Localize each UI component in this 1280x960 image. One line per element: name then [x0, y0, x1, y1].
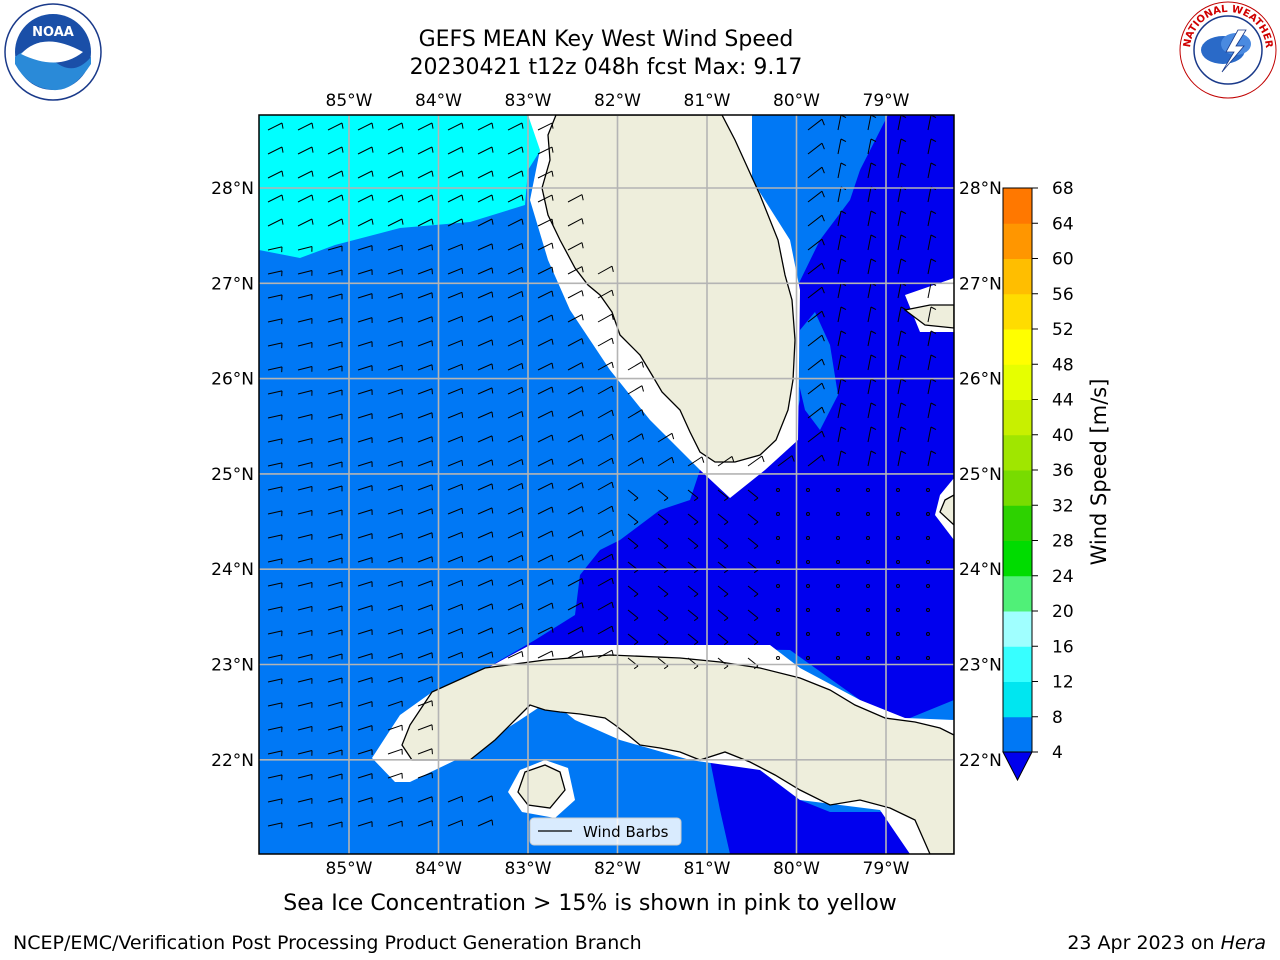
colorbar-segment: [1003, 364, 1032, 400]
isla-juventud-land: [517, 764, 566, 809]
lat-label-right: 22°N: [959, 751, 1002, 771]
lat-label-left: 24°N: [211, 560, 254, 580]
footer-date: 23 Apr 2023 on Hera: [1067, 932, 1266, 954]
map-legend: Wind Barbs: [529, 817, 682, 846]
colorbar-segment: [1003, 470, 1032, 506]
florida-land: [541, 115, 796, 463]
lat-label-left: 27°N: [211, 274, 254, 294]
lon-label-top: 79°W: [863, 91, 910, 111]
wind-band-4-8-north: [752, 115, 888, 250]
lon-label-bottom: 83°W: [505, 859, 552, 879]
wind-band-4-8-pocket: [798, 312, 838, 430]
lat-label-right: 26°N: [959, 370, 1002, 390]
colorbar-tick-label: 56: [1052, 285, 1074, 305]
cuba-land: [401, 654, 954, 854]
wind-barbs: [267, 115, 937, 829]
map-area: [259, 115, 954, 854]
lon-label-top: 80°W: [773, 91, 820, 111]
lon-label-bottom: 84°W: [415, 859, 462, 879]
lat-label-left: 28°N: [211, 179, 254, 199]
colorbar-tick-label: 8: [1052, 708, 1063, 728]
lat-label-right: 24°N: [959, 560, 1002, 580]
lat-label-right: 27°N: [959, 274, 1002, 294]
chart-title-line1: GEFS MEAN Key West Wind Speed: [418, 27, 794, 52]
lon-label-bottom: 82°W: [594, 859, 641, 879]
lat-label-left: 23°N: [211, 656, 254, 676]
colorbar-segment: [1003, 681, 1032, 718]
lat-label-left: 22°N: [211, 751, 254, 771]
colorbar-tick-label: 52: [1052, 320, 1074, 340]
lon-label-top: 83°W: [505, 91, 552, 111]
lon-label-bottom: 85°W: [326, 859, 373, 879]
colorbar-segment: [1003, 223, 1032, 259]
colorbar-segment: [1003, 329, 1032, 365]
colorbar-segment: [1003, 258, 1032, 295]
sea-ice-note: Sea Ice Concentration > 15% is shown in …: [283, 891, 897, 916]
legend-box: [529, 817, 682, 846]
wind-band-0-4-south: [710, 760, 920, 854]
colorbar-segment: [1003, 540, 1032, 577]
colorbar-tick-label: 4: [1052, 743, 1063, 763]
colorbar-tick-label: 60: [1052, 250, 1074, 270]
colorbar-tick-label: 40: [1052, 426, 1074, 446]
lon-label-bottom: 79°W: [863, 859, 910, 879]
colorbar-tick-label: 24: [1052, 567, 1074, 587]
footer-date-text: 23 Apr 2023 on: [1067, 932, 1221, 954]
colorbar-segment: [1003, 646, 1032, 682]
colorbar-segment: [1003, 505, 1032, 541]
colorbar-segment: [1003, 188, 1032, 224]
footer-machine: Hera: [1220, 932, 1266, 954]
colorbar-tick-label: 44: [1052, 391, 1074, 411]
colorbar-segment: [1003, 399, 1032, 436]
gridlines: [259, 115, 954, 854]
map-frame: [258, 114, 955, 855]
lat-label-right: 23°N: [959, 656, 1002, 676]
colorbar-tick-label: 48: [1052, 355, 1074, 375]
colorbar-tick-label: 12: [1052, 673, 1074, 693]
lon-label-top: 85°W: [326, 91, 373, 111]
lon-label-top: 81°W: [684, 91, 731, 111]
footer-branch: NCEP/EMC/Verification Post Processing Pr…: [13, 932, 642, 954]
lat-label-left: 25°N: [211, 465, 254, 485]
colorbar-tick-label: 68: [1052, 179, 1074, 199]
legend-label: Wind Barbs: [583, 823, 669, 841]
lat-label-left: 26°N: [211, 370, 254, 390]
colorbar-segment: [1003, 716, 1032, 753]
lon-label-bottom: 81°W: [684, 859, 731, 879]
noaa-logo-text: NOAA: [32, 25, 74, 40]
colorbar-tick-label: 36: [1052, 461, 1074, 481]
colorbar-segment: [1003, 611, 1032, 647]
colorbar-tick-label: 64: [1052, 214, 1074, 234]
lon-label-bottom: 80°W: [773, 859, 820, 879]
lat-label-right: 25°N: [959, 465, 1002, 485]
lon-label-top: 82°W: [594, 91, 641, 111]
colorbar-segment: [1003, 575, 1032, 612]
colorbar-tick-label: 28: [1052, 532, 1074, 552]
wind-band-8-12: [259, 115, 550, 258]
colorbar-segment: [1003, 293, 1032, 330]
lat-label-right: 28°N: [959, 179, 1002, 199]
colorbar-segment: [1003, 434, 1032, 471]
colorbar-under-arrow: [1002, 751, 1033, 782]
bahamas-land-2: [939, 494, 954, 526]
noaa-logo: NOAA: [4, 3, 102, 101]
colorbar-label: Wind Speed [m/s]: [1087, 379, 1111, 566]
chart-title-line2: 20230421 t12z 048h fcst Max: 9.17: [409, 55, 803, 80]
colorbar-tick-label: 32: [1052, 496, 1074, 516]
colorbar-tick-label: 16: [1052, 637, 1074, 657]
lon-label-top: 84°W: [415, 91, 462, 111]
colorbar-tick-label: 20: [1052, 602, 1074, 622]
nws-logo: NATIONAL WEATHER SERVICE: [1178, 0, 1277, 99]
